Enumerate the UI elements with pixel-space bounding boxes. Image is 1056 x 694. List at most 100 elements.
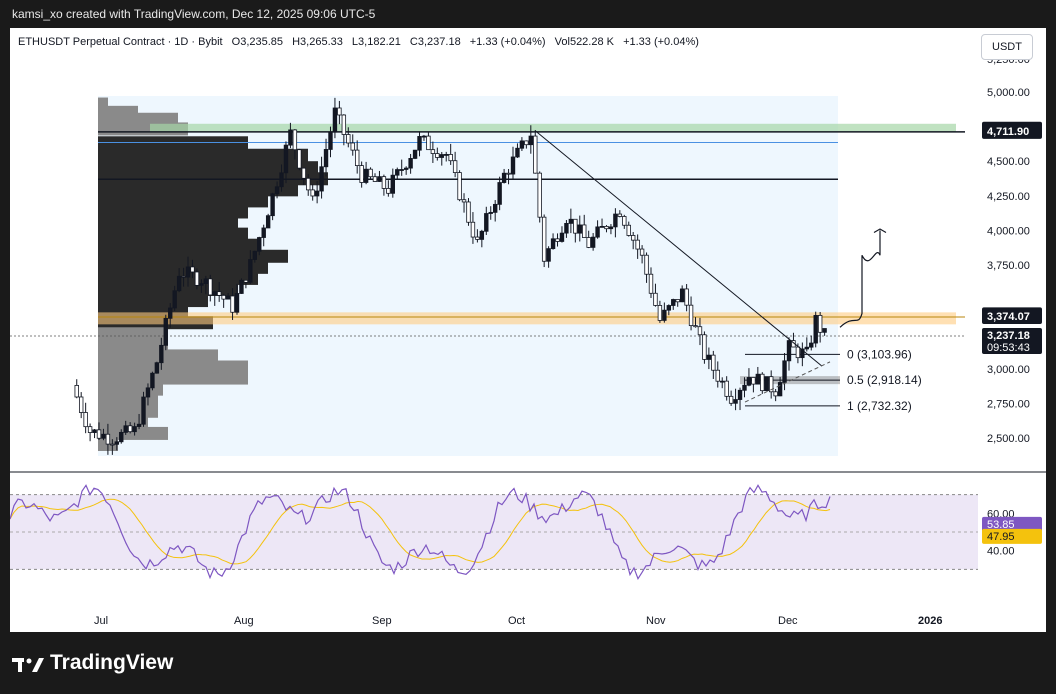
candle-body — [310, 189, 315, 197]
candle-body — [127, 425, 133, 433]
candle-body — [488, 211, 493, 214]
candle-body — [426, 135, 431, 151]
candle-body — [604, 225, 609, 230]
volume-profile-bar — [98, 205, 248, 219]
candle-body — [448, 154, 453, 162]
price-tick-label: 4,250.00 — [987, 191, 1030, 203]
candlesticks — [74, 97, 827, 455]
candle-body — [524, 140, 529, 146]
candle-body — [119, 431, 124, 443]
price-tick-label: 4,500.00 — [987, 156, 1030, 168]
time-tick-label: Dec — [778, 615, 798, 627]
candle-body — [350, 142, 355, 151]
brand-bar: TradingView — [0, 632, 1056, 694]
candle-body — [706, 354, 712, 360]
candle-body — [626, 224, 631, 236]
candle-body — [123, 425, 128, 433]
candle-body — [359, 165, 364, 183]
volume-profile-bar — [98, 238, 258, 252]
candle-body — [804, 346, 810, 350]
candle-body — [528, 135, 534, 146]
attribution-bar: kamsi_xo created with TradingView.com, D… — [0, 0, 1056, 28]
candle-body — [479, 230, 485, 240]
candle-body — [782, 360, 787, 383]
legend-change: +1.33 (+0.04%) — [469, 36, 546, 48]
candle-body — [408, 158, 413, 169]
candle-body — [466, 201, 471, 223]
legend-vol-change: +1.33 (+0.04%) — [623, 36, 699, 48]
rsi-line — [10, 484, 831, 580]
candle-body — [288, 129, 293, 146]
candle-body — [813, 315, 818, 344]
chart-frame[interactable]: 0 (3,103.96) 0.5 (2,918.14) 1 (2,732.32) 5,… — [10, 28, 1046, 632]
candle-body — [533, 135, 538, 174]
time-tick-label: Oct — [508, 615, 525, 627]
price-tick-label: 3,000.00 — [987, 364, 1030, 376]
candle-body — [243, 279, 249, 283]
candle-body — [168, 307, 173, 319]
candle-body — [145, 387, 151, 398]
candle-body — [377, 176, 382, 182]
volume-profile-bar — [98, 216, 238, 230]
candle-body — [475, 236, 480, 240]
legend-symbol[interactable]: ETHUSDT Perpetual Contract · 1D · Bybit — [18, 36, 223, 48]
candle-body — [809, 342, 814, 348]
volume-profile-bar — [98, 282, 238, 296]
time-tick-label: Aug — [234, 615, 254, 627]
rsi-tick-label: 40.00 — [987, 546, 1015, 558]
price-tick-label: 2,500.00 — [987, 433, 1030, 445]
volume-profile-bar — [98, 404, 158, 418]
volume-profile-bar — [98, 327, 168, 341]
candle-body — [519, 140, 525, 149]
candle-body — [212, 291, 217, 296]
candle-body — [225, 295, 231, 300]
rsi-ma-value-tag — [982, 528, 1042, 544]
candle-body — [492, 203, 498, 213]
candle-body — [412, 149, 418, 159]
candle-body — [537, 172, 542, 218]
time-tick-label: Nov — [646, 615, 666, 627]
legend-low: L3,182.21 — [351, 36, 401, 48]
candle-body — [484, 213, 489, 232]
volume-profile-bar — [98, 249, 288, 263]
symbol-legend: ETHUSDT Perpetual Contract · 1D · Bybit … — [18, 36, 705, 48]
candle-body — [653, 292, 658, 306]
candle-body — [559, 232, 565, 242]
candle-body — [564, 222, 569, 234]
candle-body — [648, 273, 654, 294]
candle-body — [221, 294, 226, 300]
candle-body — [590, 236, 596, 248]
candle-body — [252, 250, 258, 260]
candle-body — [399, 169, 404, 171]
candle-body — [181, 275, 186, 278]
volume-profile-bar — [98, 161, 318, 175]
price-label-countdown: 09:53:43 — [987, 342, 1030, 354]
currency-button[interactable]: USDT — [981, 34, 1033, 60]
volume-profile-bar — [98, 415, 148, 429]
candle-body — [163, 317, 168, 346]
candle-body — [617, 213, 623, 217]
price-label-value: 4,711.90 — [987, 126, 1029, 138]
legend-volume: Vol522.28 K — [554, 36, 614, 48]
candle-body — [279, 172, 284, 188]
candle-body — [372, 176, 378, 182]
candle-body — [546, 248, 551, 262]
candle-body — [257, 237, 262, 252]
candle-body — [274, 186, 280, 195]
candle-body — [239, 279, 244, 294]
candle-body — [497, 182, 502, 205]
candle-body — [203, 278, 209, 284]
time-axis: Jul Aug Sep Oct Nov Dec 2026 — [94, 615, 942, 627]
price-chart[interactable]: 0 (3,103.96) 0.5 (2,918.14) 1 (2,732.32) 5,… — [10, 28, 1046, 632]
price-label-value: 3,237.18 — [987, 330, 1030, 342]
candle-body — [764, 376, 769, 392]
candle-body — [639, 248, 645, 256]
candle-body — [452, 160, 458, 173]
candle-body — [430, 149, 436, 154]
candle-body — [573, 218, 578, 234]
candle-body — [555, 238, 560, 242]
candle-body — [550, 238, 556, 250]
candle-body — [733, 399, 738, 404]
candle-body — [728, 395, 734, 404]
